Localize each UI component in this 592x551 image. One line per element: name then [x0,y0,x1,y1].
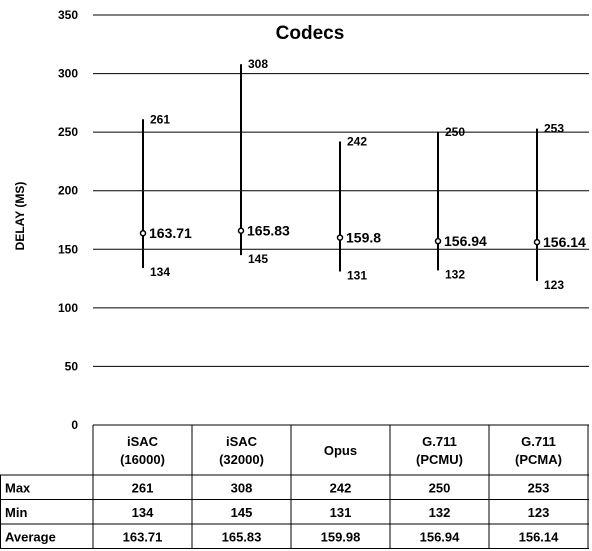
category-label: iSAC (32000) [219,434,264,467]
average-marker [338,235,343,240]
average-data-label: 156.94 [444,233,487,249]
y-tick-label: 150 [58,242,78,256]
table-cell: 156.14 [519,529,560,544]
y-tick-label: 50 [65,359,79,373]
table-cell: 308 [231,480,253,495]
table-cell: 132 [429,505,451,520]
max-data-label: 250 [445,125,465,139]
y-tick-label: 200 [58,184,78,198]
chart-title: Codecs [276,23,345,44]
average-data-label: 156.14 [543,234,586,250]
category-label: Opus [324,443,357,458]
category-label: G.711 (PCMU) [416,434,463,467]
table-cell: 250 [429,480,451,495]
min-data-label: 132 [445,267,465,281]
table-cell: 123 [528,505,550,520]
max-data-label: 242 [347,135,367,149]
category-label: G.711 (PCMA) [515,434,562,467]
table-cell: 134 [132,505,154,520]
table-cell: 261 [132,480,154,495]
table-cell: 145 [231,505,253,520]
table-cell: 165.83 [222,529,262,544]
y-tick-label: 250 [58,125,78,139]
average-marker [239,228,244,233]
y-tick-label: 100 [58,301,78,315]
table-cell: 156.94 [420,529,461,544]
y-axis-label: DELAY (MS) [13,182,27,251]
y-tick-label: 0 [71,418,78,432]
y-tick-label: 300 [58,67,78,81]
max-data-label: 308 [248,57,268,71]
average-data-label: 165.83 [247,223,290,239]
table-row-label: Average [5,529,56,544]
min-data-label: 134 [150,265,170,279]
table-cell: 159.98 [321,529,361,544]
min-data-label: 123 [544,278,564,292]
table-row-label: Min [5,505,27,520]
y-tick-label: 350 [58,8,78,22]
average-marker [141,231,146,236]
table-row-label: Max [5,480,31,495]
average-data-label: 159.8 [346,230,381,246]
category-label: iSAC (16000) [120,434,165,467]
min-data-label: 145 [248,252,268,266]
average-marker [535,240,540,245]
max-data-label: 261 [150,112,170,126]
min-data-label: 131 [347,269,367,283]
table-cell: 253 [528,480,550,495]
table-cell: 163.71 [123,529,163,544]
average-data-label: 163.71 [149,225,192,241]
table-cell: 242 [330,480,352,495]
table-cell: 131 [330,505,352,520]
max-data-label: 253 [544,122,564,136]
average-marker [436,239,441,244]
